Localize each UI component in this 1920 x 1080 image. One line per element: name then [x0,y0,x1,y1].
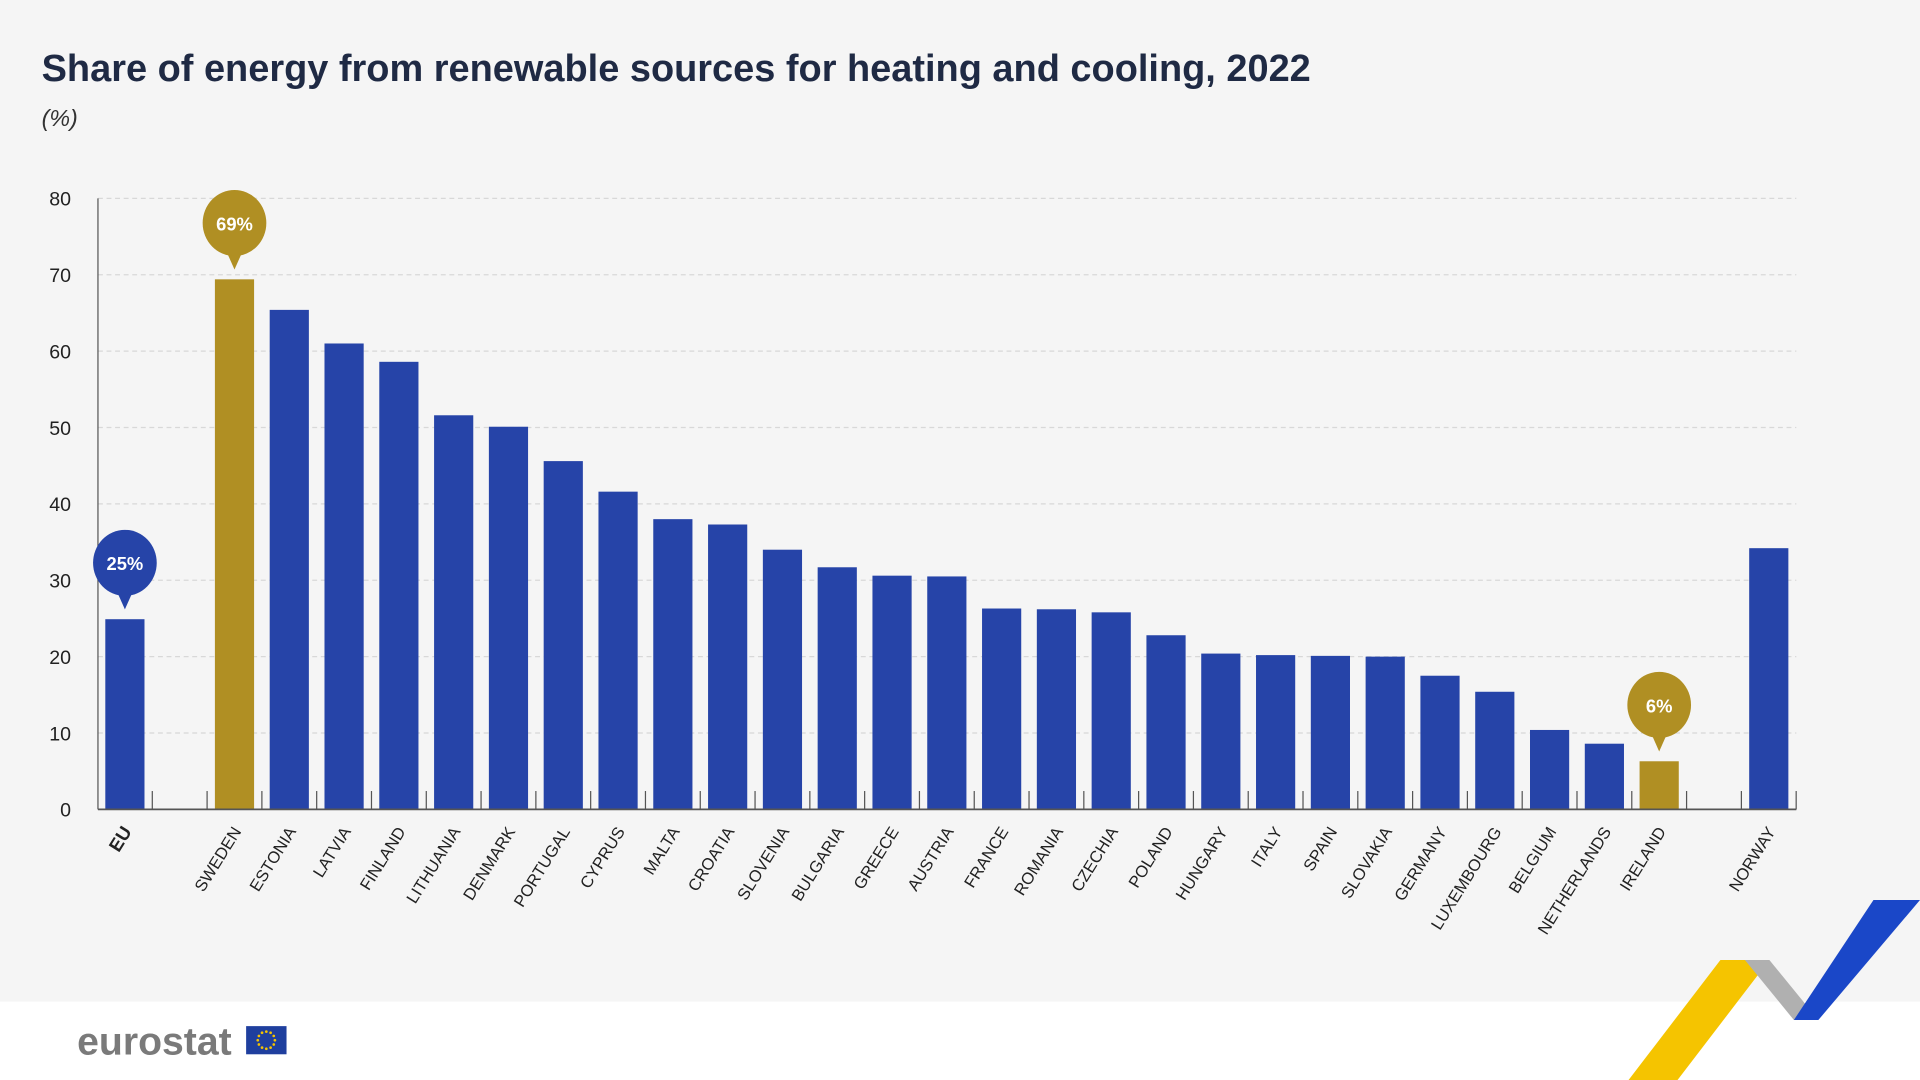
bar-lithuania [434,415,474,810]
callout-bubble [202,189,267,257]
bars [105,279,1789,810]
bar-slovakia [1365,656,1405,810]
bar-croatia [708,524,748,810]
y-tick-label: 40 [49,494,71,516]
bar-slovenia [762,549,803,810]
blue-chevron [1793,900,1920,1020]
star-icon [256,1038,260,1042]
bar-poland [1146,635,1186,810]
y-tick-label: 10 [49,723,71,745]
bar-germany [1420,675,1460,810]
y-tick-label: 70 [49,265,71,287]
footer-band [0,1001,1920,1080]
bar-cyprus [598,491,638,810]
eurostat-logo: eurostat [77,1020,287,1063]
bar-luxembourg [1475,691,1515,810]
callout-bubble [93,529,157,596]
bar-spain [1310,655,1350,810]
star-icon [269,1031,272,1035]
y-tick-label: 30 [49,571,71,593]
bar-eu [105,619,145,810]
bar-romania [1036,609,1077,810]
bar-france [982,608,1022,810]
y-tick-label: 20 [49,647,71,669]
y-tick-label: 60 [49,341,71,363]
star-icon [264,1047,268,1051]
star-icon [260,1046,264,1049]
y-axis-ticks: 0 10 20 30 40 50 60 70 80 [49,189,71,822]
bar-czechia [1091,612,1131,810]
bar-netherlands [1584,743,1624,810]
y-tick-label: 50 [49,418,71,440]
bar-italy [1256,655,1296,810]
decorative-chevrons [1628,900,1920,1080]
bar-sweden [214,279,255,810]
bar-bulgaria [817,567,857,810]
y-tick-label: 80 [49,189,71,211]
bar-hungary [1201,653,1241,810]
bar-finland [379,361,419,810]
star-icon [264,1030,268,1033]
bar-latvia [324,343,364,810]
star-icon [260,1031,264,1035]
data-label: 6% [1646,695,1673,716]
star-icon [272,1034,276,1038]
bar-portugal [543,461,583,810]
y-tick-label: 0 [60,800,71,822]
callout-bubble [1627,671,1692,739]
bar-greece [872,575,912,810]
bar-estonia [269,309,309,810]
bar-malta [653,519,693,810]
logo-text: eurostat [77,1020,232,1063]
chart-title: Share of energy from renewable sources f… [42,48,1311,90]
bar-belgium [1530,729,1570,810]
star-icon [269,1046,272,1049]
eu-stars [256,1030,277,1051]
star-icon [273,1038,277,1042]
star-icon [257,1043,261,1046]
bar-denmark [488,426,529,810]
bar-norway [1749,548,1789,810]
unit-label: (%) [42,105,78,131]
star-icon [272,1043,276,1046]
chart-background [0,0,1920,1002]
bar-austria [927,576,967,810]
bar-ireland [1639,761,1679,810]
data-label: 25% [107,553,144,574]
data-label: 69% [216,213,253,234]
annotations: 25% 69% 6% [93,189,1692,752]
yellow-chevron [1628,960,1770,1080]
grey-chevron [1744,960,1819,1020]
star-icon [257,1034,261,1038]
